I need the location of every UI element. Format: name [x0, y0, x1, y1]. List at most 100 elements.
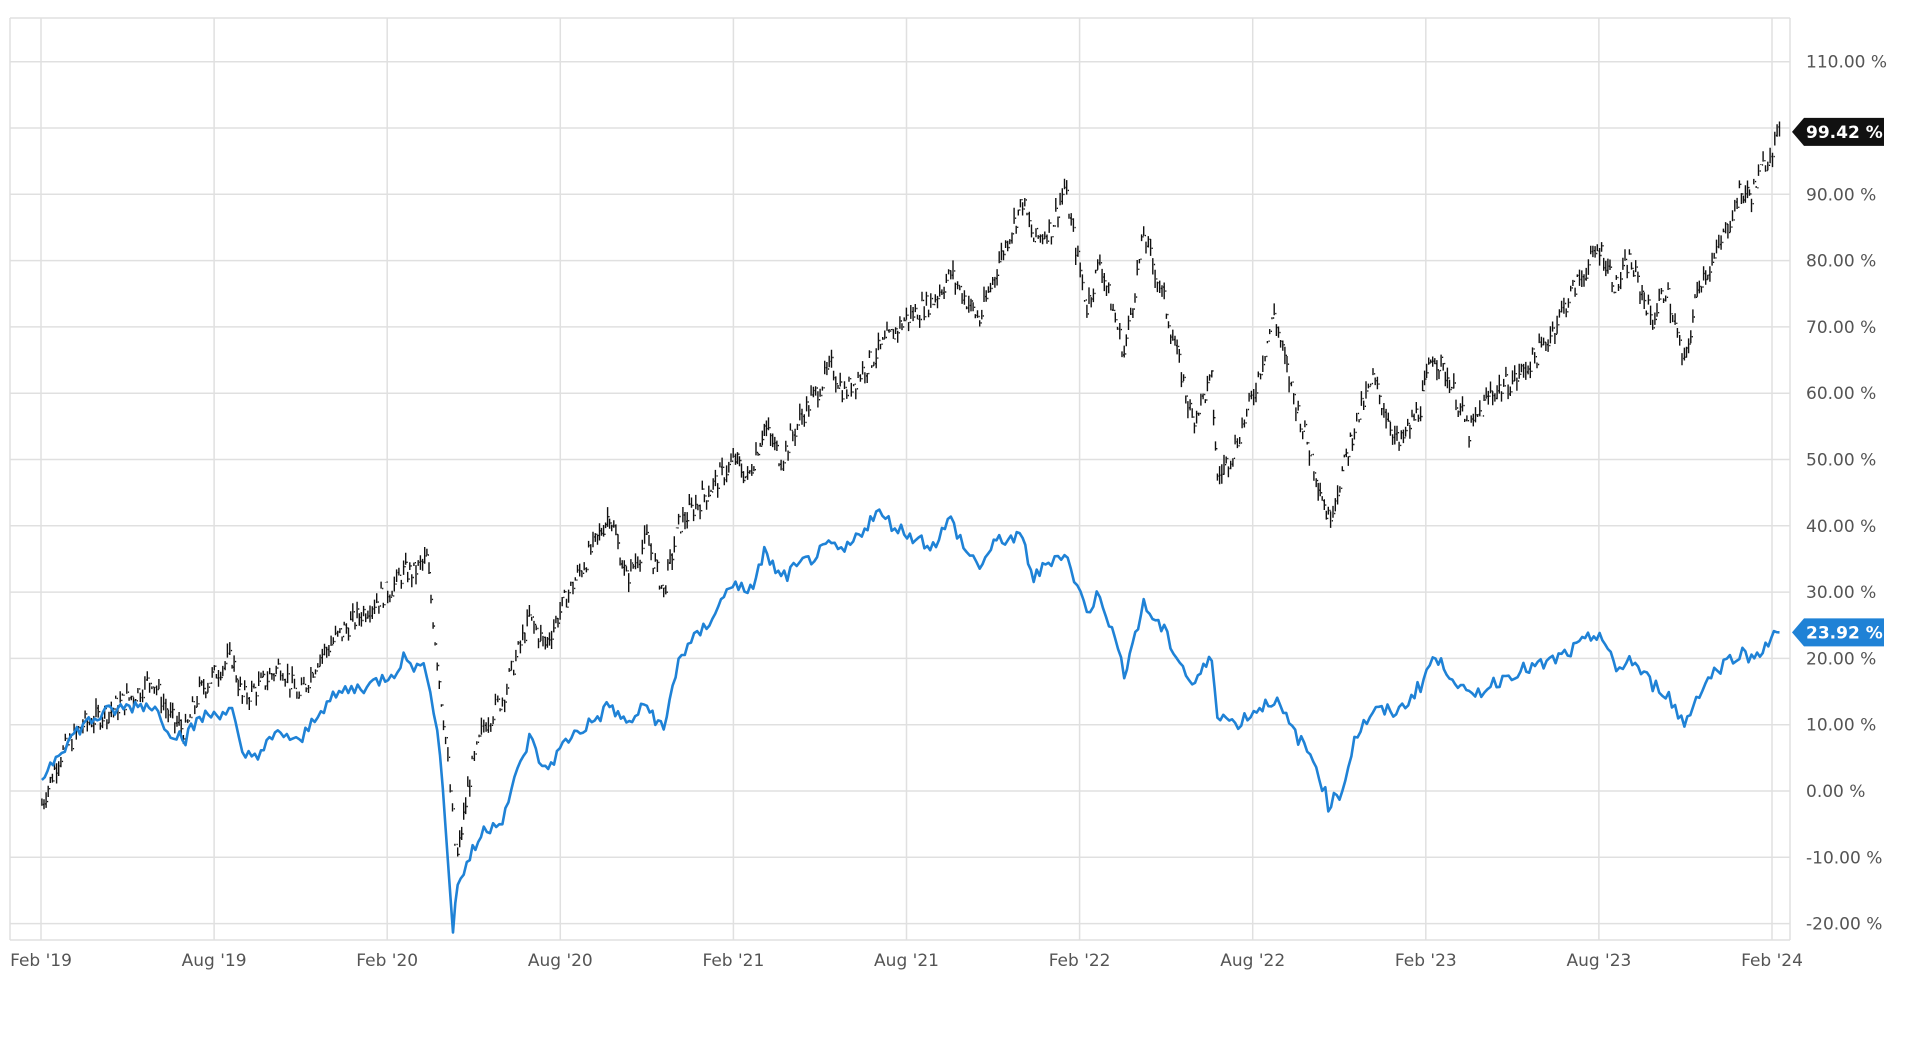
series-1-point — [1086, 611, 1088, 613]
series-0-point — [1288, 379, 1290, 381]
y-tick-label: 110.00 % — [1806, 53, 1887, 73]
series-1-line — [41, 508, 1780, 934]
series-1-point — [1327, 803, 1329, 805]
series-1-point — [663, 730, 665, 732]
series-0-callout-badge — [1792, 117, 1884, 146]
series-0-point — [830, 366, 832, 368]
series-1-point — [1698, 690, 1700, 692]
series-0-point — [1050, 226, 1052, 228]
series-0-point — [734, 458, 736, 460]
series-0-point — [843, 392, 845, 394]
series-0-point — [1234, 445, 1236, 447]
series-0-point — [1315, 472, 1317, 474]
vertical-gridlines — [40, 18, 1773, 940]
series-1-point — [231, 710, 233, 712]
series-0-point — [608, 511, 610, 513]
series-1-point — [843, 551, 845, 553]
series-0-point — [298, 697, 300, 699]
x-tick-label: Aug '20 — [528, 951, 593, 971]
series-1-point — [998, 538, 1000, 540]
series-0-point — [457, 856, 459, 858]
series-1-point — [965, 551, 967, 553]
y-tick-label: 50.00 % — [1806, 451, 1876, 471]
last-value-callouts: 99.42 % 23.92 % — [1792, 117, 1884, 647]
series-0-point — [780, 458, 782, 460]
series-1-point — [1353, 737, 1355, 739]
series-0-point — [1764, 160, 1766, 162]
series-1-point — [1273, 697, 1275, 699]
series-1-point — [1570, 651, 1572, 653]
series-0-point — [137, 690, 139, 692]
series-0-point — [596, 538, 598, 540]
series-0-point — [454, 843, 456, 845]
series-0-point — [426, 558, 428, 560]
x-tick-label: Feb '22 — [1049, 951, 1111, 971]
series-0-point — [875, 352, 877, 354]
series-0-point — [1163, 299, 1165, 301]
series-1-point — [1288, 724, 1290, 726]
series-layer — [41, 121, 1781, 934]
series-1-point — [799, 564, 801, 566]
y-tick-label: 10.00 % — [1806, 716, 1876, 736]
series-0-point — [198, 690, 200, 692]
series-1-point — [82, 724, 84, 726]
series-0-point — [369, 604, 371, 606]
series-0-point — [1253, 392, 1255, 394]
series-1-point — [932, 545, 934, 547]
series-1-point — [1050, 558, 1052, 560]
series-1-point — [830, 545, 832, 547]
series-0-point — [413, 571, 415, 573]
series-0-point — [436, 657, 438, 659]
series-0-point — [483, 724, 485, 726]
series-1-point — [137, 704, 139, 706]
series-0-point — [1216, 478, 1218, 480]
series-0 — [41, 121, 1781, 858]
series-1-point — [1514, 671, 1516, 673]
series-1-point — [1216, 710, 1218, 712]
series-1-point — [1489, 684, 1491, 686]
series-0-point — [1628, 259, 1630, 261]
series-1-callout-badge — [1792, 618, 1884, 647]
series-0-point — [965, 299, 967, 301]
series-1-callout-label: 23.92 % — [1806, 623, 1883, 643]
series-0-point — [1489, 392, 1491, 394]
x-tick-label: Feb '20 — [356, 951, 418, 971]
series-0-point — [1398, 445, 1400, 447]
series-1-point — [41, 777, 43, 779]
y-tick-label: 80.00 % — [1806, 252, 1876, 272]
series-0-point — [1570, 293, 1572, 295]
series-0-point — [169, 717, 171, 719]
series-1-point — [1750, 657, 1752, 659]
series-0-point — [41, 803, 43, 805]
series-0-point — [260, 684, 262, 686]
series-0-point — [1372, 379, 1374, 381]
y-tick-label: 70.00 % — [1806, 318, 1876, 338]
y-tick-label: -20.00 % — [1806, 915, 1882, 935]
series-0-point — [501, 697, 503, 699]
series-1-point — [780, 578, 782, 580]
series-1-point — [763, 551, 765, 553]
series-0-point — [1086, 306, 1088, 308]
series-1-point — [705, 624, 707, 626]
series-1-point — [1628, 657, 1630, 659]
series-0-point — [528, 617, 530, 619]
series-0-point — [1652, 319, 1654, 321]
series-1-point — [544, 770, 546, 772]
series-1-point — [501, 816, 503, 818]
series-1-point — [1315, 763, 1317, 765]
series-1-point — [108, 710, 110, 712]
series-1-point — [875, 511, 877, 513]
series-1-point — [413, 664, 415, 666]
series-1-point — [184, 737, 186, 739]
series-1-point — [1778, 631, 1780, 633]
series-1-point — [1143, 604, 1145, 606]
y-tick-label: 90.00 % — [1806, 185, 1876, 205]
series-0-point — [1033, 240, 1035, 242]
series-0-callout-label: 99.42 % — [1806, 123, 1883, 143]
series-1-point — [1713, 671, 1715, 673]
series-0-point — [444, 737, 446, 739]
series-0-point — [1273, 312, 1275, 314]
series-1-point — [1764, 644, 1766, 646]
series-0-point — [1191, 419, 1193, 421]
series-0-point — [705, 492, 707, 494]
